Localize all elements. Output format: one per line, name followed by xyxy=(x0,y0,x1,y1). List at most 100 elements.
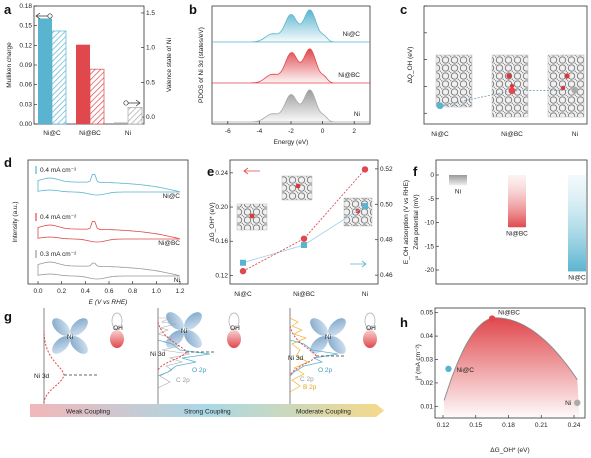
point-label: Ni@BC xyxy=(498,310,520,317)
ni-c-lattice-image xyxy=(435,54,473,108)
dg-point xyxy=(361,166,369,173)
tick-label: -10 xyxy=(425,220,435,227)
tick-label: 0.18 xyxy=(502,422,515,429)
pdos-curve xyxy=(212,9,370,43)
tick-label: 2 xyxy=(352,128,356,135)
panel-label-f: f xyxy=(413,164,418,179)
panel-c-points xyxy=(436,86,579,110)
panel-c-categories: Ni@C Ni@BC Ni xyxy=(431,131,578,138)
tick-label: 0.12 xyxy=(437,422,450,429)
panel-a-right-ticks: 0.0 0.5 1.0 1.5 xyxy=(141,10,155,121)
ni-d-orbital-icon xyxy=(310,318,346,354)
tick-label: -6 xyxy=(225,128,231,135)
tick-label: -5 xyxy=(428,196,434,203)
panel-f: f 0 -5 -10 -15 -20 Zeta potential (mV) Ni Ni@… xyxy=(413,159,588,285)
oh-atom-icon xyxy=(560,85,566,91)
left-axis-marker-icon xyxy=(47,13,53,19)
panel-e: e 0.12 0.16 0.20 0.24 0.46 0.48 0.50 0.52 ΔG_OH… xyxy=(207,159,410,298)
series-label: Ni@C xyxy=(343,31,361,38)
tick-label: 0.05 xyxy=(420,310,433,317)
o2p-label: O 2p xyxy=(192,367,206,374)
category-label: Ni@BC xyxy=(79,130,101,137)
cv-curve xyxy=(37,261,181,280)
tick-label: 0.04 xyxy=(420,333,433,340)
data-point xyxy=(508,87,516,95)
series-label: Ni xyxy=(174,277,180,284)
data-point xyxy=(445,365,452,373)
panel-a-left-ticks: 0.00 0.03 0.06 0.09 0.12 0.15 0.18 xyxy=(19,3,37,128)
ni-orbital-label: Ni xyxy=(181,328,187,335)
scale-label: 0.3 mA cm⁻² xyxy=(40,251,77,258)
panel-c-ylabel: ΔQ_OH (eV) xyxy=(407,47,414,84)
ni-lattice-image xyxy=(547,54,585,118)
panel-label-d: d xyxy=(4,155,12,170)
panel-d: d 0.4 mA cm⁻² Ni@C 0.4 mA cm⁻² Ni@BC 0.3 mA … xyxy=(4,155,189,306)
tick-label: 0.48 xyxy=(380,237,393,244)
data-point xyxy=(436,102,444,110)
tick-label: 0.21 xyxy=(535,422,548,429)
right-axis-arrow-icon xyxy=(128,99,141,107)
data-point xyxy=(574,399,581,406)
tick-label: 0.6 xyxy=(104,288,113,295)
category-label: Ni@C xyxy=(43,130,61,137)
tick-label: -4 xyxy=(257,128,263,135)
ni3d-label: Ni 3d xyxy=(34,373,50,380)
panel-g: g Ni OH Ni 3d xyxy=(4,308,384,417)
tick-label: 0 xyxy=(430,172,434,179)
tick-label: 0.24 xyxy=(215,170,228,177)
e-inset-ni-image xyxy=(343,197,373,227)
point-label: Ni@C xyxy=(456,367,474,374)
pdos-curve xyxy=(212,48,370,84)
panel-c-ticks xyxy=(424,5,427,114)
panel-a-ylabel-right: Valence state of Ni xyxy=(166,38,173,92)
panel-c-frame xyxy=(423,5,588,125)
tick-label: 0.0 xyxy=(146,114,155,121)
tick-label: 0.4 xyxy=(81,288,90,295)
category-label: Ni@C xyxy=(568,274,586,281)
category-label: Ni@C xyxy=(234,291,252,298)
category-label: Ni xyxy=(362,291,368,298)
panel-b-ticks: -6 -4 -2 0 2 xyxy=(225,121,356,135)
e-ads-point xyxy=(301,242,307,249)
oh-atom-icon xyxy=(509,83,515,89)
panel-a-categories: Ni@C Ni@BC Ni xyxy=(43,130,131,137)
tick-label: 1.2 xyxy=(175,288,184,295)
ni3d-label: Ni 3d xyxy=(288,355,304,362)
panel-d-ylabel: Intensity (a.u.) xyxy=(12,201,19,242)
right-axis-marker-icon xyxy=(123,100,129,106)
category-label: Ni@BC xyxy=(506,230,528,237)
tick-label: 0.16 xyxy=(215,238,228,245)
volcano-curve xyxy=(443,317,578,401)
oh-atom-icon xyxy=(295,183,301,189)
strong-coupling-label: Strong Coupling xyxy=(184,409,231,416)
tick-label: 0.12 xyxy=(215,272,228,279)
oh-orbital-label: OH xyxy=(366,325,376,332)
panel-e-series xyxy=(239,166,369,275)
b2p-dos-curve xyxy=(289,317,309,393)
panel-f-bars: Ni Ni@BC Ni@C xyxy=(449,175,586,281)
panel-h-plot: Ni@C Ni@BC Ni xyxy=(443,310,581,418)
data-point xyxy=(488,315,496,322)
tick-label: 0.09 xyxy=(19,62,32,69)
series-label: Ni@BC xyxy=(338,72,360,79)
series-label: Ni@C xyxy=(163,193,181,200)
pdos-curve xyxy=(212,89,370,123)
panel-label-h: h xyxy=(400,315,408,330)
o2p-dos-curve xyxy=(157,339,211,377)
dg-line xyxy=(242,169,366,272)
cv-curve xyxy=(37,220,181,243)
valence-bar-ni-bc xyxy=(89,68,105,125)
category-label: Ni xyxy=(572,131,578,138)
tick-label: 0.20 xyxy=(215,204,228,211)
panel-h-xlabel: ΔG_OH* (eV) xyxy=(490,447,529,454)
category-label: Ni xyxy=(125,130,131,137)
g-section-strong: Ni OH Ni 3d O 2p C 2p xyxy=(150,308,241,404)
tick-label: 0.5 xyxy=(146,79,155,86)
tick-label: 0.50 xyxy=(380,201,393,208)
panel-e-ylabel-left: ΔG_OH* (eV) xyxy=(209,202,216,241)
g-section-moderate: Ni OH Ni 3d O 2p C 2p B 2p xyxy=(288,308,377,404)
tick-label: 0.18 xyxy=(19,3,32,10)
panel-c: c ΔQ_OH (eV) Ni@C Ni@BC Ni xyxy=(400,2,588,138)
ni-orbital-label: Ni xyxy=(325,334,331,341)
o2p-label: O 2p xyxy=(318,367,332,374)
